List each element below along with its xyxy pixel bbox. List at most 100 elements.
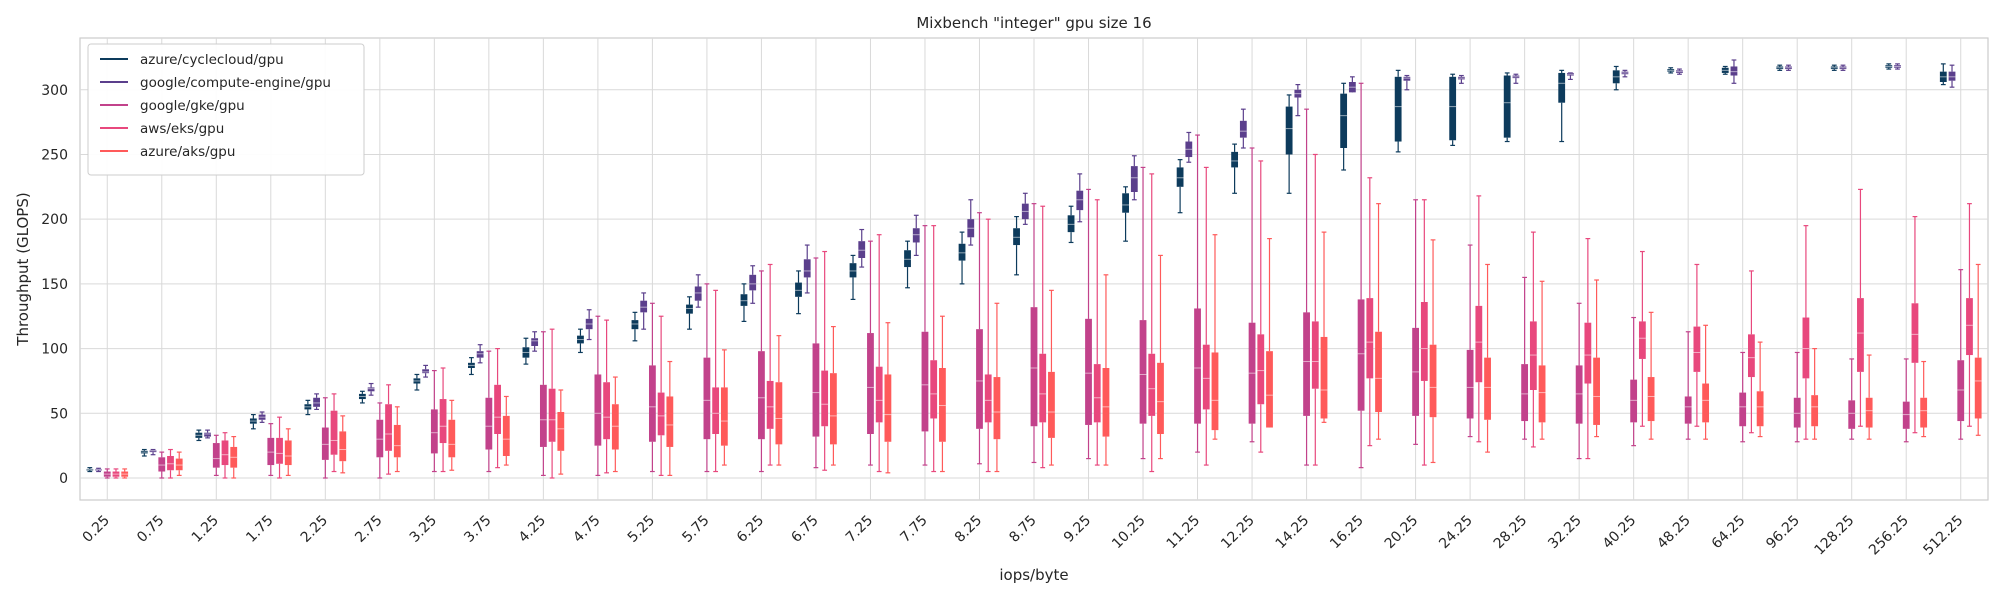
x-tick-label: 32.25: [1545, 512, 1585, 552]
box-azure-aks-gpu: [1865, 354, 1873, 440]
box-google-compute-engine-gpu: [204, 429, 211, 439]
box-azure-cyclecloud-gpu: [1176, 159, 1184, 214]
box-iqr: [1920, 397, 1928, 428]
box-azure-cyclecloud-gpu: [1340, 82, 1348, 171]
box-iqr: [720, 387, 728, 446]
x-tick-label: 7.25: [843, 512, 876, 545]
box-azure-aks-gpu: [284, 428, 292, 477]
box-iqr: [276, 437, 283, 464]
box-iqr: [766, 380, 774, 429]
box-azure-aks-gpu: [1266, 237, 1273, 428]
box-iqr: [1266, 351, 1273, 428]
box-iqr: [930, 360, 938, 419]
box-google-gke-gpu: [1466, 244, 1474, 438]
x-tick-label: 20.25: [1382, 512, 1422, 552]
box-iqr: [812, 343, 820, 437]
box-google-compute-engine-gpu: [1567, 72, 1574, 81]
x-tick-label: 48.25: [1654, 512, 1694, 552]
box-azure-cyclecloud-gpu: [1285, 94, 1293, 194]
box-google-compute-engine-gpu: [1839, 64, 1847, 71]
box-iqr: [884, 374, 892, 442]
box-google-compute-engine-gpu: [694, 274, 702, 308]
box-iqr: [476, 351, 484, 358]
box-iqr: [1730, 66, 1738, 76]
box-iqr: [1202, 344, 1210, 410]
box-iqr: [1693, 326, 1701, 372]
box-iqr: [321, 427, 329, 460]
box-azure-cyclecloud-gpu: [522, 337, 530, 365]
box-google-gke-gpu: [1630, 316, 1638, 447]
box-aws-eks-gpu: [984, 218, 992, 473]
box-iqr: [1102, 368, 1110, 437]
box-google-compute-engine-gpu: [149, 448, 157, 456]
box-google-compute-engine-gpu: [1185, 131, 1193, 163]
box-iqr: [1357, 299, 1365, 411]
box-azure-aks-gpu: [448, 399, 456, 471]
box-iqr: [666, 396, 674, 447]
box-iqr: [531, 338, 539, 346]
box-iqr: [548, 388, 556, 442]
box-iqr: [1593, 357, 1600, 425]
box-iqr: [1093, 364, 1101, 423]
box-aws-eks-gpu: [1093, 199, 1101, 466]
box-iqr: [703, 357, 711, 440]
box-azure-cyclecloud-gpu: [1830, 64, 1838, 71]
box-azure-cyclecloud-gpu: [904, 240, 911, 289]
box-iqr: [1303, 312, 1310, 416]
box-azure-cyclecloud-gpu: [304, 399, 312, 416]
x-tick-label: 10.25: [1109, 512, 1149, 552]
x-tick-label: 512.25: [1921, 512, 1967, 558]
box-azure-aks-gpu: [775, 335, 783, 466]
box-iqr: [912, 228, 920, 243]
box-iqr: [867, 333, 874, 434]
box-azure-cyclecloud-gpu: [86, 467, 94, 473]
box-google-gke-gpu: [1793, 351, 1801, 443]
legend: azure/cyclecloud/gpu google/compute-engin…: [87, 43, 365, 176]
box-iqr: [1139, 320, 1147, 424]
box-iqr: [1521, 364, 1529, 422]
box-iqr: [175, 458, 183, 471]
box-iqr: [1684, 396, 1692, 424]
y-tick-label: 0: [59, 471, 68, 487]
box-iqr: [849, 263, 857, 278]
box-iqr: [984, 374, 992, 423]
box-iqr: [1194, 308, 1201, 424]
box-iqr: [339, 431, 347, 462]
box-google-gke-gpu: [1684, 331, 1692, 440]
box-aws-eks-gpu: [1748, 270, 1755, 434]
box-google-compute-engine-gpu: [1403, 74, 1411, 91]
box-iqr: [204, 432, 211, 437]
box-iqr: [385, 404, 392, 451]
box-iqr: [1429, 344, 1437, 418]
box-azure-cyclecloud-gpu: [1394, 69, 1402, 153]
box-iqr: [502, 415, 510, 456]
box-aws-eks-gpu: [548, 328, 556, 479]
x-tick-label: 40.25: [1600, 512, 1640, 552]
box-iqr: [1811, 395, 1819, 427]
box-google-gke-gpu: [485, 350, 493, 473]
box-iqr: [1584, 322, 1592, 384]
box-iqr: [557, 412, 565, 451]
y-tick-label: 250: [41, 147, 68, 163]
box-iqr: [1538, 365, 1546, 423]
box-iqr: [1575, 365, 1583, 424]
box-azure-aks-gpu: [1974, 263, 1982, 436]
box-iqr: [221, 440, 229, 466]
box-aws-eks-gpu: [1148, 173, 1156, 473]
box-iqr: [631, 320, 639, 330]
box-aws-eks-gpu: [1420, 199, 1428, 466]
box-iqr: [904, 250, 911, 268]
box-azure-aks-gpu: [502, 395, 510, 466]
x-tick-label: 16.25: [1327, 512, 1367, 552]
box-iqr: [167, 456, 174, 471]
box-google-compute-engine-gpu: [858, 228, 866, 268]
x-tick-label: 24.25: [1436, 512, 1476, 552]
box-iqr: [494, 384, 501, 434]
box-azure-aks-gpu: [720, 349, 728, 466]
box-azure-cyclecloud-gpu: [1449, 73, 1457, 147]
box-iqr: [1030, 307, 1038, 427]
y-axis-ticks: 0 50 100 150 200 250 300: [41, 83, 68, 487]
box-aws-eks-gpu: [930, 225, 938, 473]
box-iqr: [267, 437, 275, 466]
box-iqr: [1756, 391, 1764, 427]
